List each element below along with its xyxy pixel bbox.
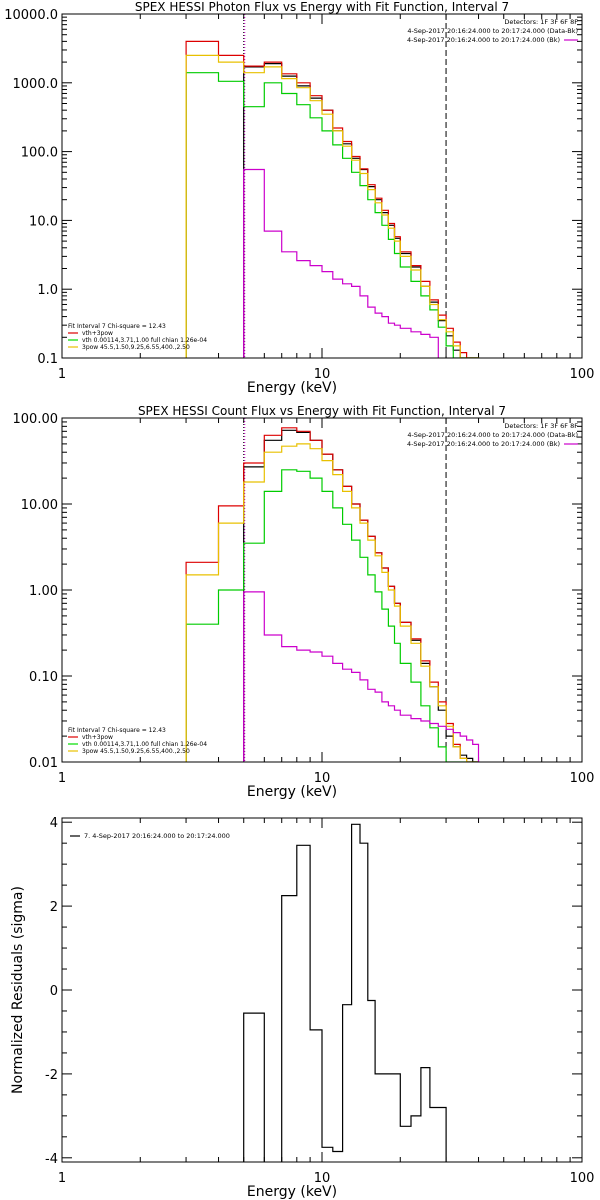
series-3pow [185, 54, 480, 358]
series-bk [243, 168, 439, 358]
chart-count: SPEX HESSI Count Flux vs Energy with Fit… [13, 404, 595, 800]
chart-title: SPEX HESSI Photon Flux vs Energy with Fi… [135, 0, 509, 14]
legend-entry: 3pow 45.5,1.50,9.25,6.55,400.,2.50 [82, 748, 190, 755]
x-tick-label: 10 [314, 1171, 331, 1186]
interval-data-label: 4-Sep-2017 20:16:24.000 to 20:17:24.000 … [407, 431, 578, 439]
series-vth+3pow [185, 40, 480, 358]
series-data [243, 429, 480, 762]
legend-entry: 7. 4-Sep-2017 20:16:24.000 to 20:17:24.0… [84, 832, 230, 840]
x-tick-label: 100 [570, 367, 595, 382]
series-7 [243, 823, 447, 1162]
legend-entry: vth 0.00114,3.71,1.00 full chian 1.26e-0… [82, 741, 207, 748]
y-tick-label: -4 [45, 1152, 58, 1167]
legend-entry: vth+3pow [82, 734, 113, 741]
interval-bk-label: 4-Sep-2017 20:16:24.000 to 20:17:24.000 … [407, 440, 560, 448]
series-vth+3pow [185, 427, 480, 762]
legend-entry: 3pow 45.5,1.50,9.25,6.55,400.,2.50 [82, 344, 190, 351]
series-vth [185, 469, 480, 762]
y-tick-label: 0.01 [29, 756, 58, 771]
y-tick-label: 10.0 [29, 214, 58, 229]
tick-marks [61, 14, 582, 359]
chart-resid: Energy (keV) Normalized Residuals (sigma)… [10, 816, 594, 1200]
y-tick-label: 10.00 [21, 498, 58, 513]
y-tick-label: 10000.0 [4, 8, 58, 23]
legend-entry: vth+3pow [82, 330, 113, 337]
y-axis-label: Normalized Residuals (sigma) [10, 886, 26, 1094]
x-tick-label: 100 [570, 771, 595, 786]
y-tick-label: -2 [45, 1068, 58, 1083]
plot-frame [61, 817, 583, 1163]
x-tick-label: 1 [58, 771, 66, 786]
x-axis-label: Energy (keV) [247, 1184, 337, 1200]
interval-bk-label: 4-Sep-2017 20:16:24.000 to 20:17:24.000 … [407, 36, 560, 44]
legend-head: Fit Interval 7 Chi-square = 12.43 [68, 323, 166, 330]
y-tick-label: 1000.0 [13, 77, 59, 92]
legend-head: Fit Interval 7 Chi-square = 12.43 [68, 727, 166, 734]
y-tick-label: 1.00 [29, 584, 58, 599]
legend-entry: vth 0.00114,3.71,1.00 full chian 1.26e-0… [82, 337, 207, 344]
x-tick-label: 10 [314, 367, 331, 382]
y-tick-label: 0.1 [37, 352, 58, 367]
x-axis-label: Energy (keV) [247, 380, 337, 396]
detectors-label: Detectors: 1F 3F 6F 8F [504, 422, 578, 430]
chart-title: SPEX HESSI Count Flux vs Energy with Fit… [138, 404, 506, 418]
legend: 7. 4-Sep-2017 20:16:24.000 to 20:17:24.0… [70, 832, 230, 840]
interval-data-label: 4-Sep-2017 20:16:24.000 to 20:17:24.000 … [407, 27, 578, 35]
legend: Fit Interval 7 Chi-square = 12.43vth+3po… [68, 323, 207, 351]
series-bk [243, 591, 480, 762]
plot-frame [61, 417, 583, 763]
detectors-label: Detectors: 1F 3F 6F 8F [504, 18, 578, 26]
y-tick-label: 0.10 [29, 670, 58, 685]
chart-photon: SPEX HESSI Photon Flux vs Energy with Fi… [4, 0, 594, 396]
y-tick-label: 100.0 [21, 146, 58, 161]
y-tick-label: 4 [50, 816, 58, 831]
y-tick-label: 0 [50, 984, 58, 999]
x-tick-label: 10 [314, 771, 331, 786]
legend: Fit Interval 7 Chi-square = 12.43vth+3po… [68, 727, 207, 755]
y-tick-label: 2 [50, 900, 58, 915]
tick-marks [61, 418, 582, 763]
plot-frame [61, 13, 583, 359]
x-tick-label: 1 [58, 1171, 66, 1186]
x-tick-label: 1 [58, 367, 66, 382]
y-tick-label: 100.00 [13, 412, 59, 427]
x-axis-label: Energy (keV) [247, 784, 337, 800]
y-tick-label: 1.0 [37, 283, 58, 298]
x-tick-label: 100 [570, 1171, 595, 1186]
